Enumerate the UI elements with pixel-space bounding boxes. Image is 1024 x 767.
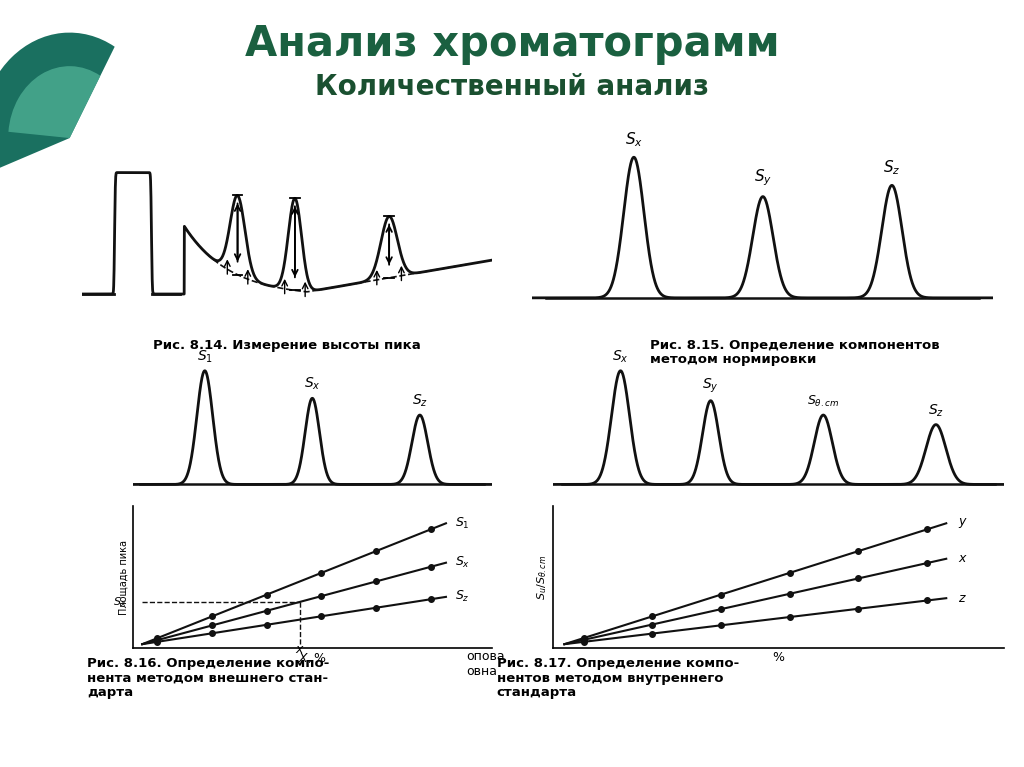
Text: дарта: дарта <box>87 686 133 700</box>
X-axis label: $\%$: $\%$ <box>772 651 784 664</box>
Text: $S_y$: $S_y$ <box>702 377 719 395</box>
Text: методом нормировки: методом нормировки <box>650 353 816 366</box>
Text: $S_y$: $S_y$ <box>754 167 772 188</box>
Text: стандарта: стандарта <box>497 686 577 700</box>
Text: $S_x$: $S_x$ <box>625 130 643 149</box>
Text: Рис. 8.16. Определение компо-: Рис. 8.16. Определение компо- <box>87 657 330 670</box>
Text: $S_1$: $S_1$ <box>197 348 213 365</box>
Text: $S_1$: $S_1$ <box>455 515 470 531</box>
Text: $S_x$: $S_x$ <box>114 595 127 609</box>
Text: $S_z$: $S_z$ <box>455 589 470 604</box>
Text: $S_z$: $S_z$ <box>928 402 944 419</box>
Text: $S_z$: $S_z$ <box>883 158 901 177</box>
Text: $x$: $x$ <box>957 552 968 565</box>
Y-axis label: Площадь пика: Площадь пика <box>119 540 129 614</box>
Text: овна: овна <box>466 665 497 678</box>
Text: $S_z$: $S_z$ <box>412 393 428 409</box>
Text: опова: опова <box>466 650 505 663</box>
Text: Анализ хроматограмм: Анализ хроматограмм <box>245 23 779 65</box>
Text: $y$: $y$ <box>957 516 968 530</box>
Y-axis label: $S_u/S_{\theta.cm}$: $S_u/S_{\theta.cm}$ <box>535 555 549 600</box>
Wedge shape <box>8 66 100 138</box>
Text: Количественный анализ: Количественный анализ <box>315 73 709 101</box>
Text: Рис. 8.14. Измерение высоты пика: Рис. 8.14. Измерение высоты пика <box>153 339 421 352</box>
Text: Рис. 8.15. Определение компонентов: Рис. 8.15. Определение компонентов <box>650 339 940 352</box>
Text: нентов методом внутреннего: нентов методом внутреннего <box>497 672 723 685</box>
Text: $S_{\theta.cm}$: $S_{\theta.cm}$ <box>807 394 840 409</box>
Text: $S_x$: $S_x$ <box>455 555 470 571</box>
Wedge shape <box>0 33 115 174</box>
Text: Рис. 8.17. Определение компо-: Рис. 8.17. Определение компо- <box>497 657 739 670</box>
Text: $S_x$: $S_x$ <box>612 348 629 365</box>
Text: нента методом внешнего стан-: нента методом внешнего стан- <box>87 672 328 685</box>
Text: $z$: $z$ <box>957 591 967 604</box>
Text: $x$: $x$ <box>295 644 305 657</box>
X-axis label: $X, \%$: $X, \%$ <box>298 651 327 665</box>
Text: $S_x$: $S_x$ <box>304 376 321 392</box>
